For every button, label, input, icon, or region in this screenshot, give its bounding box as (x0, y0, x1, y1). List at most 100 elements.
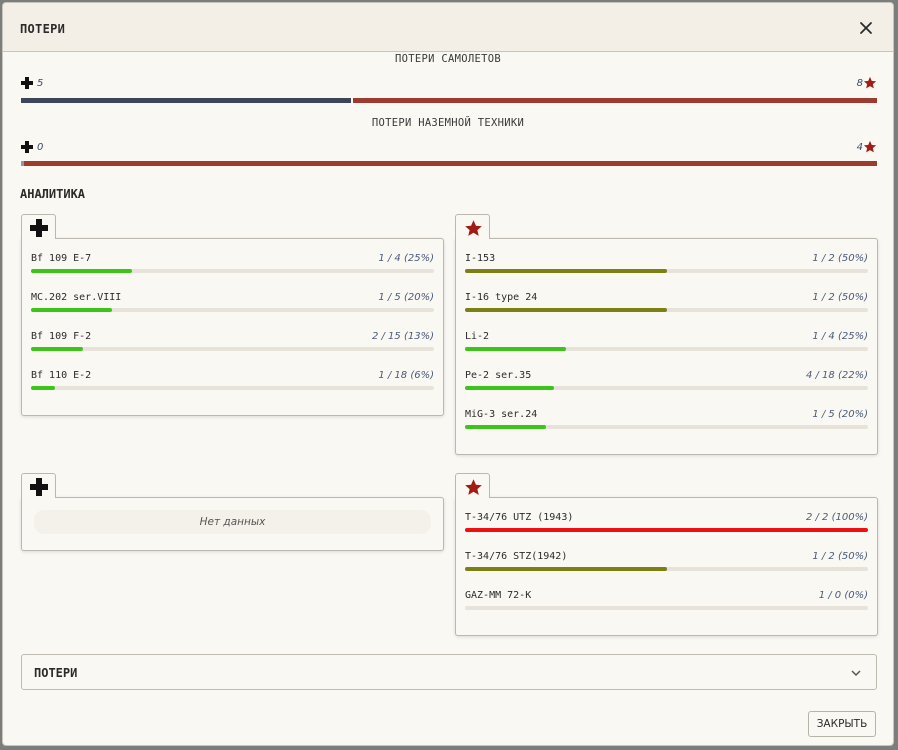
progress-track (465, 386, 868, 390)
close-icon[interactable] (857, 19, 875, 37)
progress-fill (465, 528, 868, 532)
aircraft-axis-count: 5 (37, 78, 44, 89)
axis-tab[interactable] (21, 214, 56, 239)
progress-fill (465, 386, 554, 390)
axis-aircraft-list: Bf 109 E-7 1 / 4 (25%) MC.202 ser.VIII 1 / … (21, 238, 444, 416)
loss-ratio: 1 / 0 (0%) (818, 590, 868, 601)
no-data-message: Нет данных (34, 510, 431, 534)
list-item: Bf 110 E-2 1 / 18 (6%) (31, 370, 434, 400)
progress-track (465, 425, 868, 429)
vehicle-name: Bf 109 E-7 (31, 253, 92, 264)
axis-tab[interactable] (21, 473, 56, 498)
chevron-down-icon (851, 670, 861, 677)
vehicle-name: Bf 110 E-2 (31, 370, 92, 381)
vehicle-name: Pe-2 ser.35 (465, 370, 532, 381)
dialog-header: ПОТЕРИ (3, 3, 893, 52)
vehicle-name: T-34/76 UTZ (1943) (465, 512, 574, 523)
vehicle-name: T-34/76 STZ(1942) (465, 551, 568, 562)
dialog-title: ПОТЕРИ (20, 22, 66, 36)
list-item: MC.202 ser.VIII 1 / 5 (20%) (31, 292, 434, 322)
balkenkreuz-icon (30, 219, 48, 237)
loss-ratio: 1 / 5 (20%) (812, 409, 868, 420)
allies-tab[interactable] (455, 473, 490, 498)
progress-track (465, 269, 868, 273)
progress-fill (31, 269, 132, 273)
progress-track (31, 347, 434, 351)
close-button[interactable]: ЗАКРЫТЬ (808, 711, 876, 737)
ground-losses-title: ПОТЕРИ НАЗЕМНОЙ ТЕХНИКИ (371, 117, 525, 129)
aircraft-allies-count: 8 (856, 78, 863, 89)
loss-ratio: 1 / 4 (25%) (378, 253, 434, 264)
aircraft-losses-title: ПОТЕРИ САМОЛЕТОВ (395, 53, 501, 65)
ground-axis-count: 0 (37, 142, 44, 153)
vehicle-name: GAZ-MM 72-K (465, 590, 532, 601)
axis-ground-panel: Нет данных (21, 473, 444, 551)
list-item: MiG-3 ser.24 1 / 5 (20%) (465, 409, 868, 439)
axis-ground-list: Нет данных (21, 497, 444, 551)
list-item: Pe-2 ser.35 4 / 18 (22%) (465, 370, 868, 400)
balkenkreuz-icon (21, 77, 33, 89)
list-item: GAZ-MM 72-K 1 / 0 (0%) (465, 590, 868, 620)
vehicle-name: MC.202 ser.VIII (31, 292, 122, 303)
axis-aircraft-panel: Bf 109 E-7 1 / 4 (25%) MC.202 ser.VIII 1 / … (21, 214, 444, 416)
list-item: Bf 109 F-2 2 / 15 (13%) (31, 331, 434, 361)
progress-fill (465, 425, 546, 429)
progress-fill (31, 308, 112, 312)
progress-track (465, 606, 868, 610)
vehicle-name: Bf 109 F-2 (31, 331, 92, 342)
loss-ratio: 1 / 2 (50%) (812, 253, 868, 264)
list-item: T-34/76 STZ(1942) 1 / 2 (50%) (465, 551, 868, 581)
allied-ground-panel: T-34/76 UTZ (1943) 2 / 2 (100%) T-34/76 ST… (455, 473, 878, 636)
red-star-icon (465, 220, 482, 236)
progress-fill (465, 269, 667, 273)
aircraft-allies-segment (352, 98, 877, 103)
balkenkreuz-icon (30, 478, 48, 496)
allied-aircraft-panel: I-153 1 / 2 (50%) I-16 type 24 1 / 2 (50%) L… (455, 214, 878, 455)
vehicle-name: Li-2 (465, 331, 490, 342)
loss-ratio: 2 / 2 (100%) (805, 512, 868, 523)
list-item: I-153 1 / 2 (50%) (465, 253, 868, 283)
losses-accordion[interactable]: ПОТЕРИ (21, 654, 877, 690)
progress-fill (465, 347, 566, 351)
loss-ratio: 1 / 4 (25%) (812, 331, 868, 342)
vehicle-name: I-153 (465, 253, 496, 264)
red-star-icon (863, 76, 877, 89)
loss-ratio: 1 / 5 (20%) (378, 292, 434, 303)
analytics-title: АНАЛИТИКА (20, 187, 86, 201)
progress-track (465, 347, 868, 351)
progress-fill (31, 347, 84, 351)
ground-axis-segment (21, 161, 24, 166)
ground-losses-bar (21, 161, 877, 166)
red-star-icon (465, 479, 482, 495)
red-star-icon (863, 140, 877, 153)
progress-track (31, 308, 434, 312)
allied-aircraft-list: I-153 1 / 2 (50%) I-16 type 24 1 / 2 (50%) L… (455, 238, 878, 455)
list-item: Bf 109 E-7 1 / 4 (25%) (31, 253, 434, 283)
list-item: I-16 type 24 1 / 2 (50%) (465, 292, 868, 322)
aircraft-axis-segment (21, 98, 351, 103)
progress-fill (465, 567, 667, 571)
progress-fill (465, 308, 667, 312)
aircraft-losses-bar (21, 98, 877, 103)
vehicle-name: MiG-3 ser.24 (465, 409, 538, 420)
list-item: T-34/76 UTZ (1943) 2 / 2 (100%) (465, 512, 868, 542)
vehicle-name: I-16 type 24 (465, 292, 538, 303)
ground-allies-count: 4 (856, 142, 863, 153)
ground-allies-segment (23, 161, 877, 166)
loss-ratio: 1 / 2 (50%) (812, 551, 868, 562)
loss-ratio: 1 / 2 (50%) (812, 292, 868, 303)
list-item: Li-2 1 / 4 (25%) (465, 331, 868, 361)
progress-fill (31, 386, 56, 390)
accordion-label: ПОТЕРИ (34, 666, 78, 680)
allied-ground-list: T-34/76 UTZ (1943) 2 / 2 (100%) T-34/76 ST… (455, 497, 878, 636)
progress-track (465, 528, 868, 532)
progress-track (465, 567, 868, 571)
progress-track (465, 308, 868, 312)
allies-tab[interactable] (455, 214, 490, 239)
loss-ratio: 4 / 18 (22%) (805, 370, 868, 381)
loss-ratio: 2 / 15 (13%) (371, 331, 434, 342)
progress-track (31, 386, 434, 390)
balkenkreuz-icon (21, 141, 33, 153)
loss-ratio: 1 / 18 (6%) (378, 370, 434, 381)
